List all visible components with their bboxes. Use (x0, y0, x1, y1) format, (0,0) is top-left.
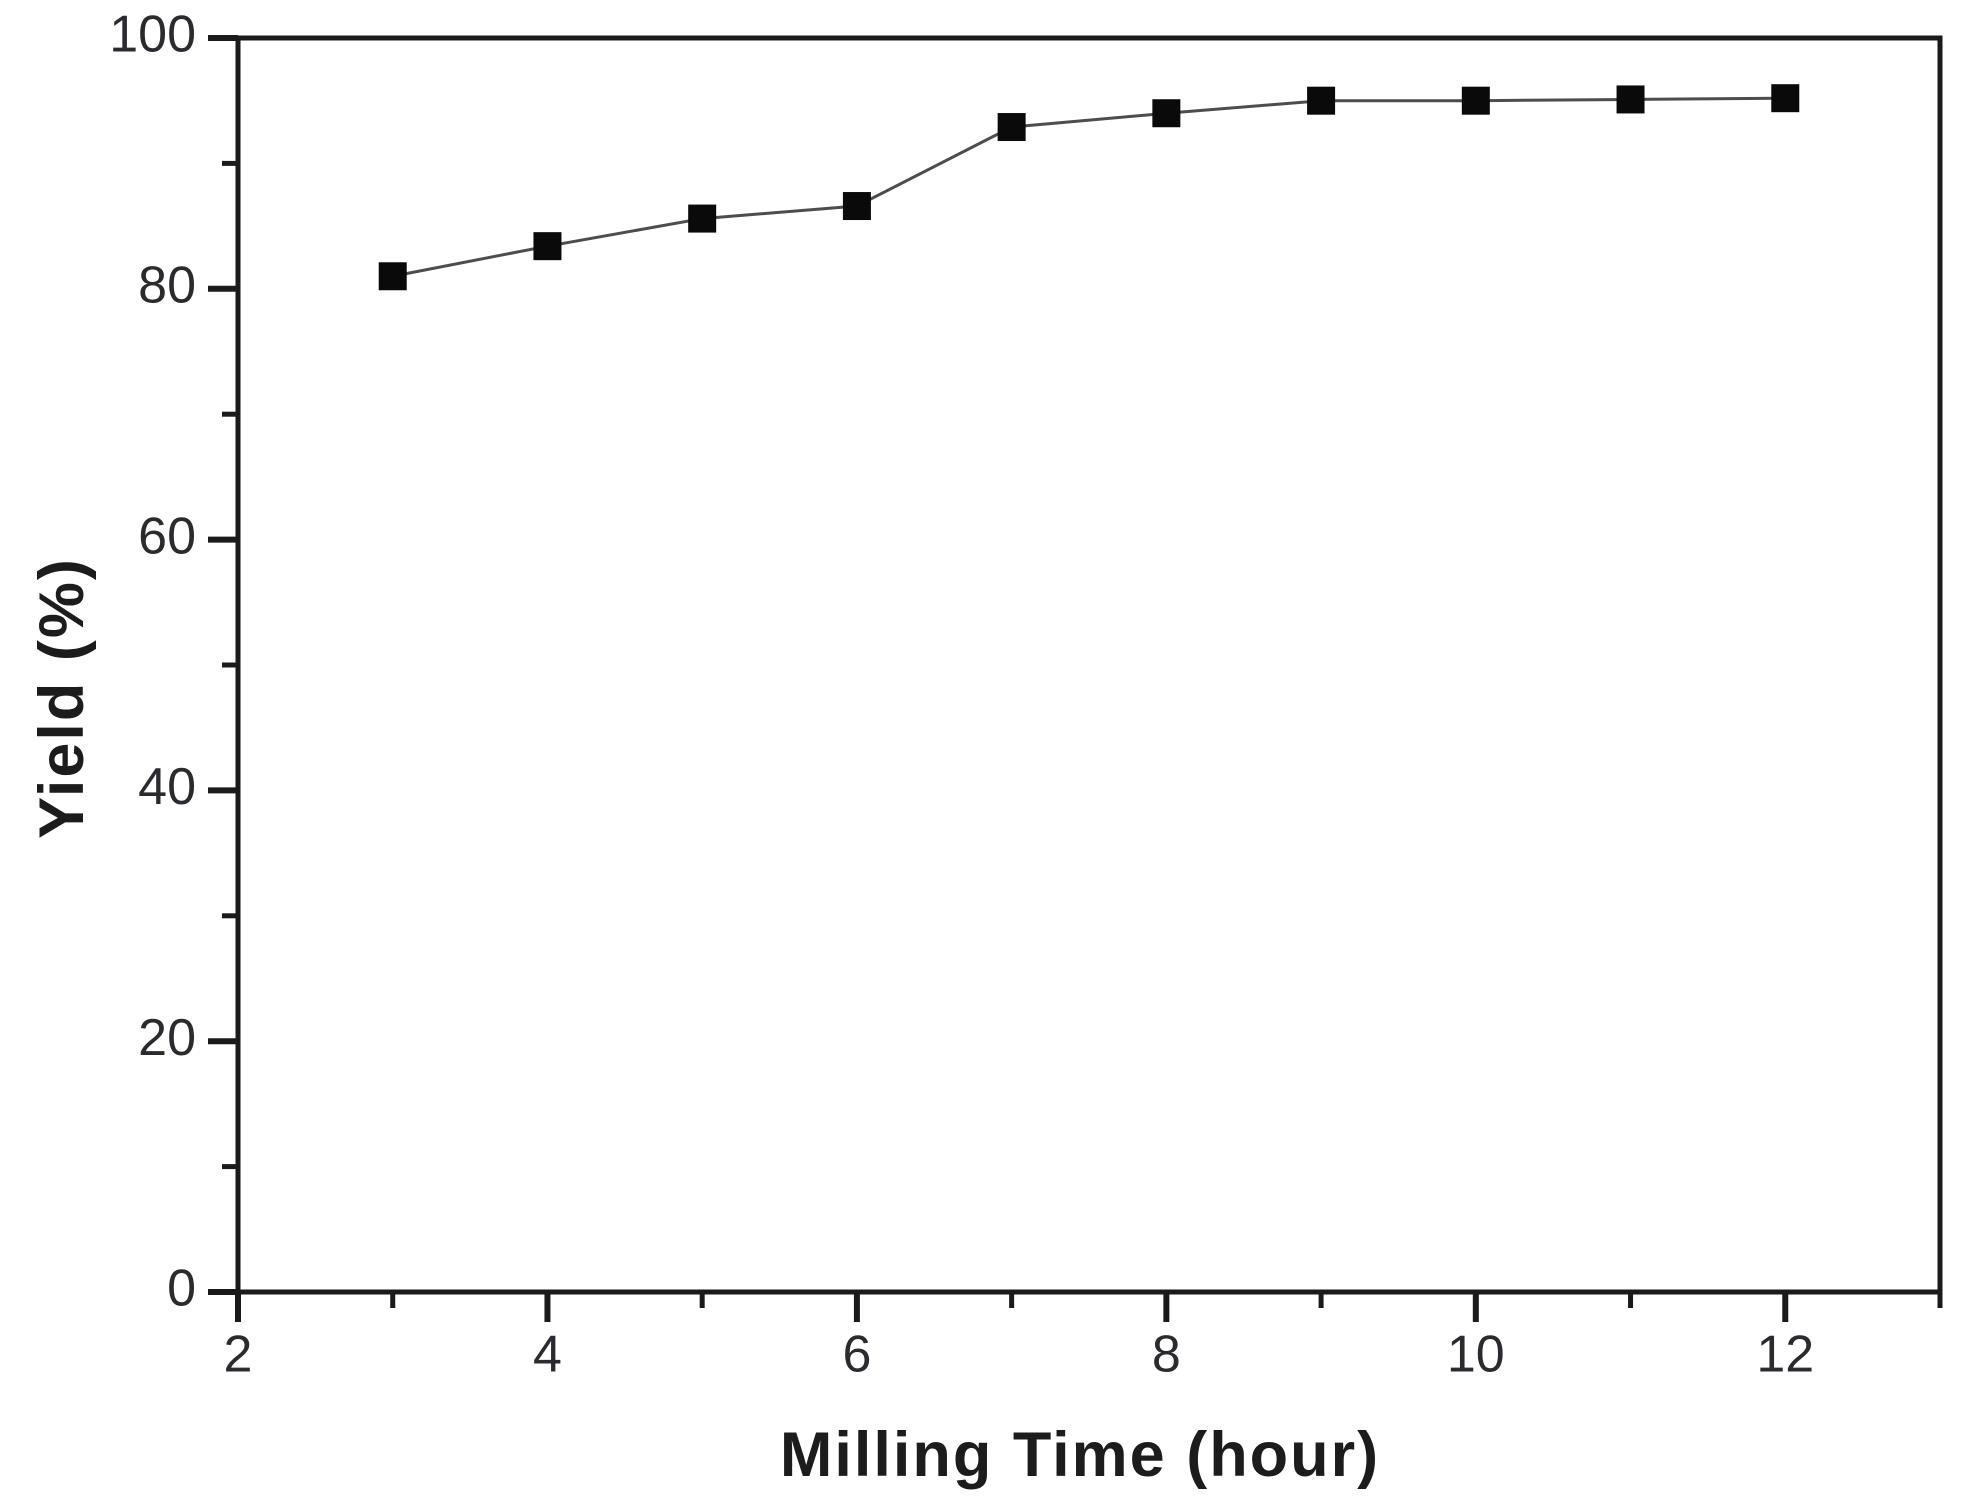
data-point-marker (997, 113, 1026, 142)
x-tick-label: 10 (1447, 1326, 1505, 1384)
data-point-marker (1152, 99, 1181, 128)
plot-frame (235, 35, 1943, 1295)
data-point-marker (378, 262, 407, 291)
data-point-marker (1616, 85, 1645, 114)
y-tick-label: 100 (109, 6, 196, 64)
x-tick-label: 2 (224, 1326, 253, 1384)
y-axis-title: Yield (%) (27, 557, 97, 839)
x-tick-label: 4 (533, 1326, 562, 1384)
data-point-marker (1307, 86, 1336, 115)
x-tick-label: 8 (1152, 1326, 1181, 1384)
y-tick-label: 80 (138, 257, 196, 315)
data-point-marker (688, 204, 717, 233)
y-tick-label: 0 (167, 1260, 196, 1318)
data-point-marker (1771, 84, 1800, 113)
data-point-marker (1461, 86, 1490, 115)
x-tick-label: 12 (1756, 1326, 1814, 1384)
y-tick-label: 40 (138, 758, 196, 816)
x-tick-label: 6 (842, 1326, 871, 1384)
y-tick-label: 60 (138, 507, 196, 565)
data-series-line (392, 96, 1786, 278)
data-point-marker (533, 232, 562, 261)
x-axis-title: Milling Time (hour) (779, 1420, 1381, 1490)
y-tick-label: 20 (138, 1009, 196, 1067)
data-point-marker (842, 192, 871, 221)
